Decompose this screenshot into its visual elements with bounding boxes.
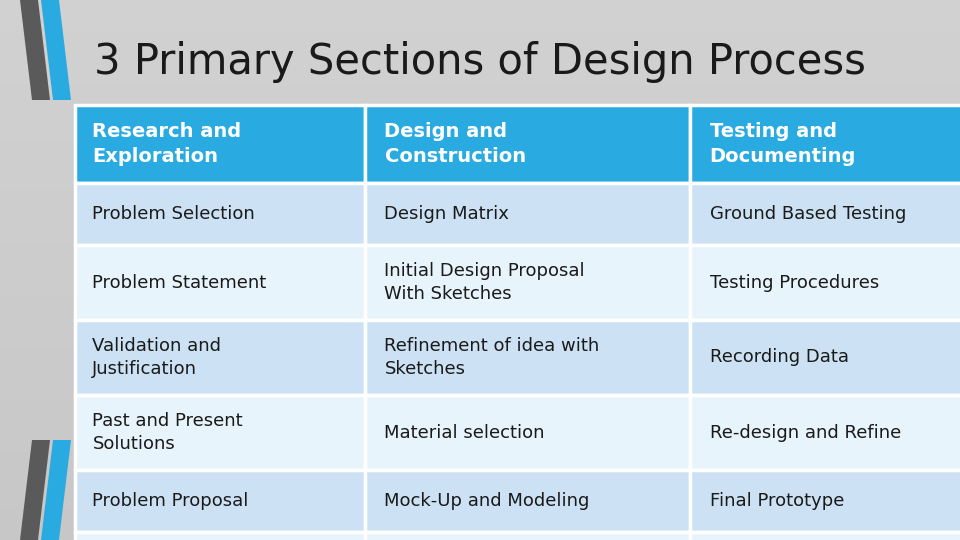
Polygon shape bbox=[41, 0, 71, 100]
Bar bbox=[75, 532, 365, 540]
Text: Ground Based Testing: Ground Based Testing bbox=[709, 205, 906, 223]
Bar bbox=[75, 245, 365, 320]
Text: Re-design and Refine: Re-design and Refine bbox=[709, 423, 900, 442]
Text: Material selection: Material selection bbox=[385, 423, 545, 442]
Bar bbox=[365, 320, 690, 395]
Text: Past and Present
Solutions: Past and Present Solutions bbox=[92, 412, 243, 453]
Text: Problem Statement: Problem Statement bbox=[92, 273, 267, 292]
Text: Recording Data: Recording Data bbox=[709, 348, 849, 367]
Bar bbox=[365, 245, 690, 320]
Text: Testing Procedures: Testing Procedures bbox=[709, 273, 878, 292]
Text: Research and
Exploration: Research and Exploration bbox=[92, 122, 242, 166]
Bar bbox=[690, 245, 960, 320]
Polygon shape bbox=[20, 0, 50, 100]
Text: 3 Primary Sections of Design Process: 3 Primary Sections of Design Process bbox=[94, 41, 866, 83]
Text: Refinement of idea with
Sketches: Refinement of idea with Sketches bbox=[385, 337, 600, 378]
Bar bbox=[75, 183, 365, 245]
Bar bbox=[365, 532, 690, 540]
Bar bbox=[75, 395, 365, 470]
Bar bbox=[75, 470, 365, 532]
Bar bbox=[365, 105, 690, 183]
Bar bbox=[75, 105, 365, 183]
Text: Validation and
Justification: Validation and Justification bbox=[92, 337, 222, 378]
Bar bbox=[365, 470, 690, 532]
Bar bbox=[690, 320, 960, 395]
Text: Initial Design Proposal
With Sketches: Initial Design Proposal With Sketches bbox=[385, 262, 586, 303]
Text: Final Prototype: Final Prototype bbox=[709, 492, 844, 510]
Bar bbox=[690, 470, 960, 532]
Text: Problem Selection: Problem Selection bbox=[92, 205, 255, 223]
Polygon shape bbox=[20, 440, 50, 540]
Bar bbox=[690, 183, 960, 245]
Bar bbox=[690, 395, 960, 470]
Bar bbox=[365, 395, 690, 470]
Text: Testing and
Documenting: Testing and Documenting bbox=[709, 122, 856, 166]
Polygon shape bbox=[41, 440, 71, 540]
Text: Problem Proposal: Problem Proposal bbox=[92, 492, 249, 510]
Text: Mock-Up and Modeling: Mock-Up and Modeling bbox=[385, 492, 589, 510]
Text: Design Matrix: Design Matrix bbox=[385, 205, 510, 223]
Bar bbox=[365, 183, 690, 245]
Bar bbox=[690, 105, 960, 183]
Text: Design and
Construction: Design and Construction bbox=[385, 122, 526, 166]
Bar bbox=[690, 532, 960, 540]
Bar bbox=[75, 320, 365, 395]
